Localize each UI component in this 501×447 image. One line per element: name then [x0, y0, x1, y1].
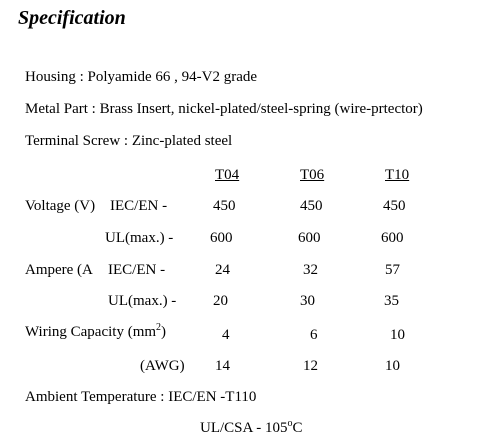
material-line: Metal Part : Brass Insert, nickel-plated… — [25, 101, 423, 117]
row-label: IEC/EN - — [108, 262, 166, 278]
row-group: Ampere (A — [25, 262, 93, 278]
cell: 30 — [300, 293, 315, 309]
ambient-ul-end: C — [292, 420, 303, 436]
row-group: Wiring Capacity (mm2) — [25, 322, 167, 340]
title: Specification — [18, 7, 126, 29]
cell: 450 — [213, 198, 236, 214]
cell: 600 — [298, 230, 321, 246]
material-line: Housing : Polyamide 66 , 94-V2 grade — [25, 69, 258, 85]
cell: 35 — [384, 293, 399, 309]
superscript: o — [287, 418, 293, 429]
cell: 14 — [215, 358, 230, 374]
cell: 600 — [381, 230, 404, 246]
cell: 10 — [390, 327, 405, 343]
cell: 12 — [303, 358, 318, 374]
cell: 32 — [303, 262, 318, 278]
cell: 4 — [222, 327, 230, 343]
row-label: IEC/EN - — [110, 198, 168, 214]
cell: 10 — [385, 358, 400, 374]
cell: 57 — [385, 262, 400, 278]
cell: 24 — [215, 262, 230, 278]
superscript: 2 — [156, 322, 162, 333]
row-label: (AWG) — [140, 358, 185, 374]
row-group: Voltage (V) — [25, 198, 96, 214]
column-header: T04 — [215, 167, 240, 183]
cell: 6 — [310, 327, 318, 343]
column-header: T10 — [385, 167, 410, 183]
cell: 600 — [210, 230, 233, 246]
cell: 450 — [383, 198, 406, 214]
cell: 450 — [300, 198, 323, 214]
ambient-ul: UL/CSA - 105oC — [200, 418, 303, 436]
column-header: T06 — [300, 167, 325, 183]
ambient-text: Ambient Temperature : IEC/EN -T110 — [25, 389, 257, 405]
row-group-end: ) — [161, 324, 167, 340]
cell: 20 — [213, 293, 228, 309]
row-label: UL(max.) - — [108, 293, 177, 309]
material-line: Terminal Screw : Zinc-plated steel — [25, 133, 233, 149]
row-label: UL(max.) - — [105, 230, 174, 246]
